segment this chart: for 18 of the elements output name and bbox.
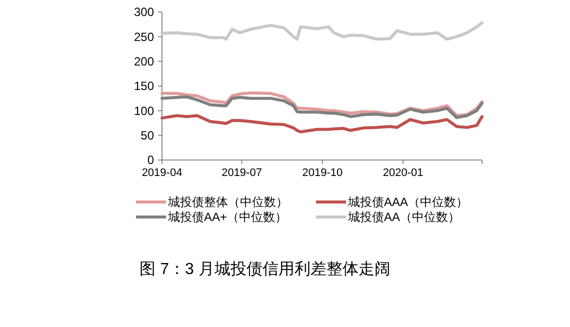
legend-label: 城投债AA（中位数）: [347, 210, 460, 224]
line-series: [160, 114, 484, 134]
x-tick-label: 2020-01: [382, 167, 424, 179]
y-tick-label: 200: [134, 54, 154, 69]
x-tick-label: 2019-04: [142, 167, 182, 179]
x-tick-label: 2019-07: [222, 167, 262, 179]
y-tick-label: 150: [134, 79, 154, 94]
y-tick-label: 250: [134, 30, 154, 44]
y-tick-label: 0: [147, 153, 154, 168]
text: 图 7：3 月城投债信用利差整体走阔: [140, 260, 390, 278]
x-tick-label: 2019-10: [302, 167, 343, 179]
y-tick-label: 100: [134, 104, 154, 118]
legend-label: 城投债整体（中位数）: [167, 195, 288, 210]
y-tick-label: 300: [134, 5, 154, 20]
legend-label: 城投债AA+（中位数）: [167, 210, 288, 224]
line-series: [160, 21, 484, 41]
y-tick-label: 50: [140, 128, 154, 143]
legend-label: 城投债AAA（中位数）: [347, 195, 468, 210]
